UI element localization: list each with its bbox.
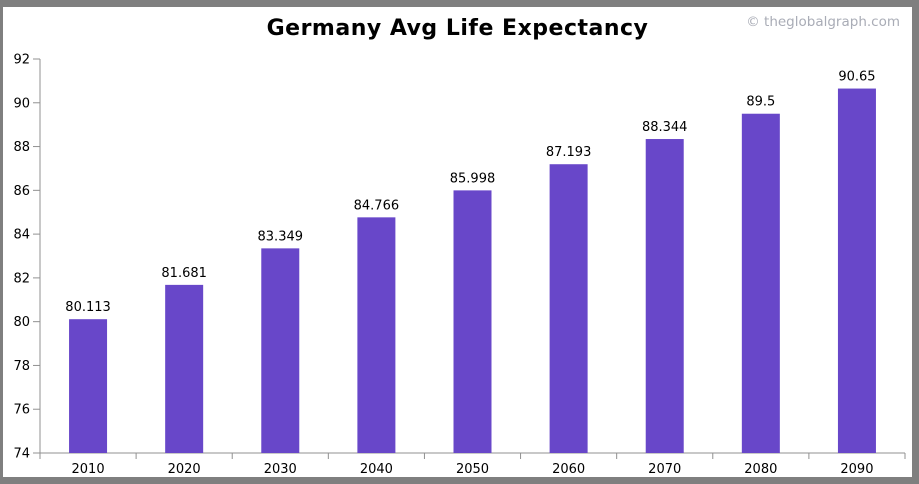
bar-value-label: 87.193: [546, 145, 592, 160]
x-category-label: 2060: [552, 462, 585, 477]
bar-value-label: 90.65: [838, 70, 875, 85]
x-category-label: 2010: [72, 462, 105, 477]
bar-value-label: 85.998: [450, 171, 496, 186]
bar: [645, 139, 684, 454]
bar: [165, 284, 204, 453]
bar: [357, 217, 396, 453]
bar-value-label: 89.5: [746, 95, 775, 110]
bar-value-label: 83.349: [258, 229, 304, 244]
y-tick-label: 78: [13, 359, 30, 374]
y-tick-label: 82: [13, 271, 30, 286]
x-category-label: 2080: [744, 462, 777, 477]
bar-value-label: 80.113: [65, 300, 111, 315]
bar-chart: 74 76 78 80 82 84 86 88 90 92 80.113 2010 81.681 2020…: [13, 53, 906, 477]
bar: [453, 190, 492, 453]
y-tick-label: 80: [13, 315, 30, 330]
bar-value-label: 88.344: [642, 120, 688, 135]
bar: [69, 319, 108, 453]
x-category-label: 2090: [840, 462, 873, 477]
y-tick-label: 84: [13, 228, 30, 243]
watermark: © theglobalgraph.com: [746, 14, 900, 30]
y-tick-label: 76: [13, 403, 30, 418]
y-tick-label: 88: [13, 140, 30, 155]
bar-value-label: 81.681: [161, 266, 207, 281]
bar: [741, 113, 780, 453]
bar: [837, 88, 876, 454]
y-tick-label: 90: [13, 96, 30, 111]
x-category-label: 2030: [264, 462, 297, 477]
bar: [261, 248, 300, 453]
x-category-label: 2070: [648, 462, 681, 477]
y-tick-label: 86: [13, 184, 30, 199]
x-category-label: 2040: [360, 462, 393, 477]
bar: [549, 164, 588, 453]
y-tick-label: 92: [13, 53, 30, 68]
chart-title: Germany Avg Life Expectancy: [266, 16, 649, 41]
bar-value-label: 84.766: [354, 198, 400, 213]
x-category-label: 2020: [168, 462, 201, 477]
x-category-label: 2050: [456, 462, 489, 477]
y-tick-label: 74: [13, 447, 30, 462]
